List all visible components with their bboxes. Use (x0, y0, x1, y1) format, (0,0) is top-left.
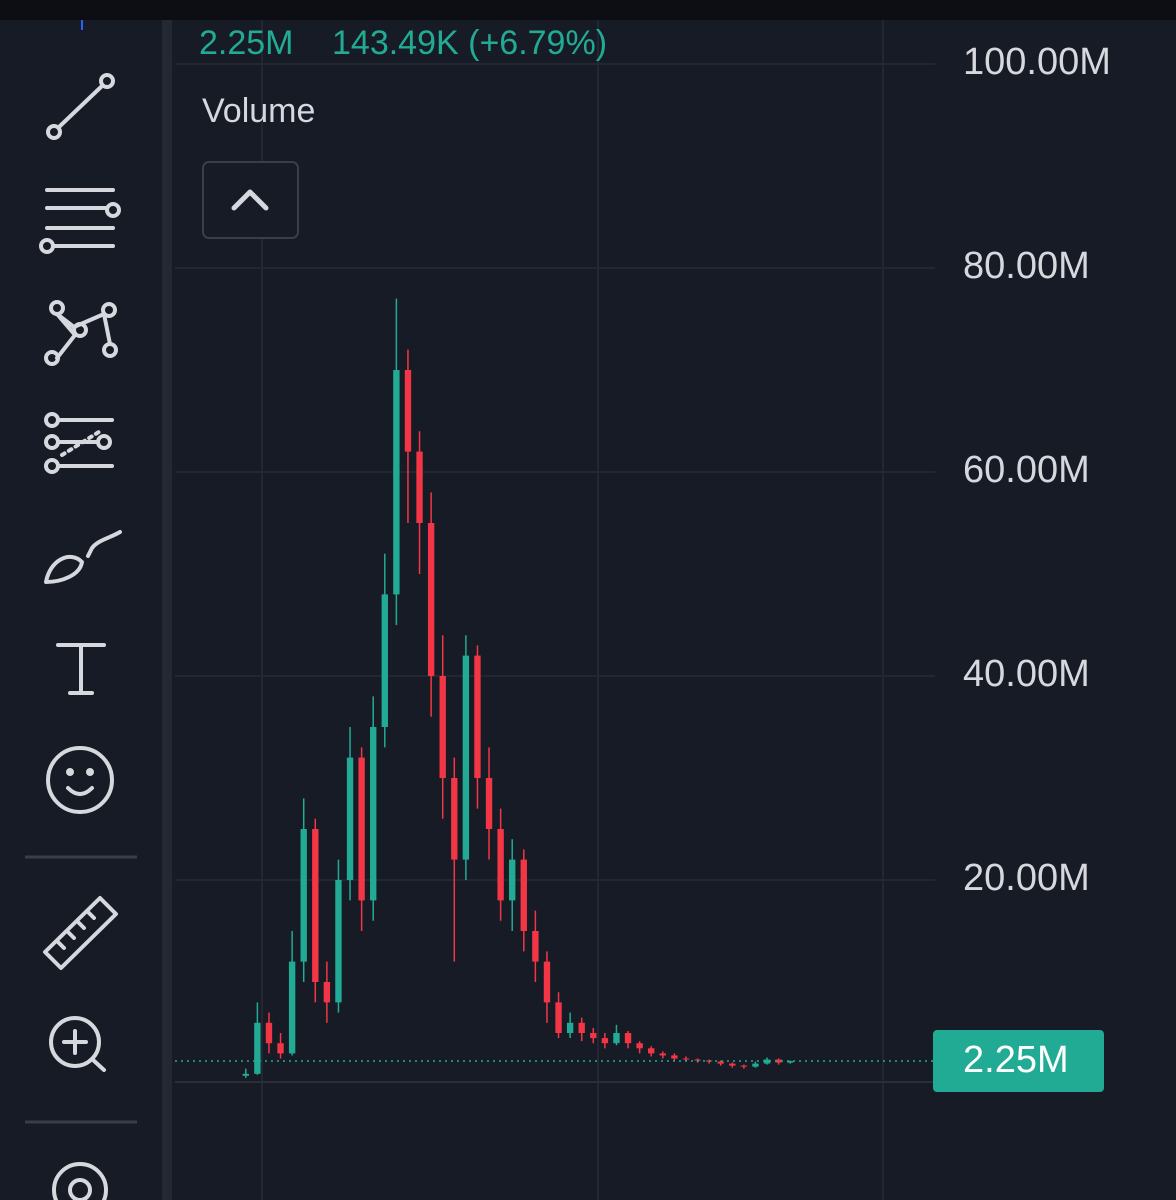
toolbar-divider (162, 20, 172, 1200)
candle-body (601, 1038, 609, 1044)
brush-tool[interactable] (44, 530, 122, 584)
y-tick-label: 40.00M (963, 653, 1090, 695)
candle-body (763, 1059, 771, 1064)
text-tool[interactable] (56, 643, 106, 695)
zoom-tool[interactable] (49, 1016, 106, 1072)
candle-body (729, 1063, 736, 1066)
y-axis: 100.00M 80.00M 60.00M 40.00M 20.00M (963, 41, 1111, 899)
candle-body (335, 880, 342, 1003)
candle-body (427, 523, 435, 676)
trend-line-tool[interactable] (46, 73, 115, 140)
candle-body (254, 1022, 261, 1074)
candle-body (358, 757, 365, 901)
candle-body (346, 757, 354, 880)
candle-body (300, 829, 307, 962)
fib-tool[interactable] (39, 188, 121, 254)
candle-body (613, 1033, 620, 1044)
indicator-name: Volume (202, 92, 315, 130)
candle-body (775, 1059, 782, 1063)
candle-body (242, 1073, 249, 1076)
candle-body (451, 778, 458, 860)
collapse-button[interactable] (202, 161, 299, 239)
candle-body (636, 1043, 643, 1049)
candle-body (671, 1055, 678, 1059)
candle-body (288, 961, 296, 1054)
grid (175, 63, 935, 881)
candle-body (509, 859, 516, 901)
ruler-tool[interactable] (43, 896, 118, 970)
candle-body (648, 1048, 655, 1054)
candle-body (520, 859, 527, 931)
candle-body (474, 655, 481, 778)
candle-body (381, 594, 388, 727)
candle-body (439, 676, 446, 778)
candle-body (312, 829, 319, 982)
candle-body (416, 451, 423, 523)
candle-body (323, 982, 331, 1003)
candle-body (566, 1022, 574, 1033)
candle-body (277, 1043, 284, 1054)
candle-body (393, 370, 400, 595)
candle-body (485, 778, 493, 829)
y-tick-label: 100.00M (963, 41, 1111, 83)
projection-tool[interactable] (44, 412, 114, 474)
candle-body (497, 829, 504, 901)
candle-body (555, 1002, 562, 1033)
candle-body (717, 1061, 724, 1064)
candle-body (752, 1063, 759, 1067)
candle-body (624, 1033, 632, 1044)
emoji-tool[interactable] (46, 746, 114, 814)
last-price-label: 2.25M (963, 1039, 1069, 1081)
candle-body (543, 961, 551, 1003)
candle-body (694, 1059, 701, 1061)
last-price-tag (933, 1030, 1104, 1093)
candle-body (590, 1033, 597, 1039)
magnet-tool[interactable] (52, 1162, 108, 1200)
y-tick-label: 20.00M (963, 857, 1090, 899)
y-tick-label: 80.00M (963, 245, 1090, 287)
candle-body (370, 727, 377, 901)
change: 143.49K (+6.79%) (332, 24, 607, 62)
candle-body (462, 655, 470, 860)
candle-body (659, 1053, 666, 1056)
top-bar (0, 0, 1176, 20)
y-tick-label: 60.00M (963, 449, 1090, 491)
chevron-up (231, 189, 269, 211)
candles (242, 298, 794, 1078)
toolbar (25, 73, 137, 1200)
candle-body (682, 1058, 690, 1060)
candle-body (740, 1065, 748, 1067)
last-value: 2.25M (199, 24, 294, 62)
top-indicator (81, 20, 83, 30)
candle-body (265, 1022, 273, 1044)
candle-body (532, 931, 539, 962)
candle-body (787, 1061, 794, 1063)
pattern-tool[interactable] (44, 300, 118, 366)
candle-body (578, 1022, 585, 1033)
candle-body (404, 370, 412, 452)
